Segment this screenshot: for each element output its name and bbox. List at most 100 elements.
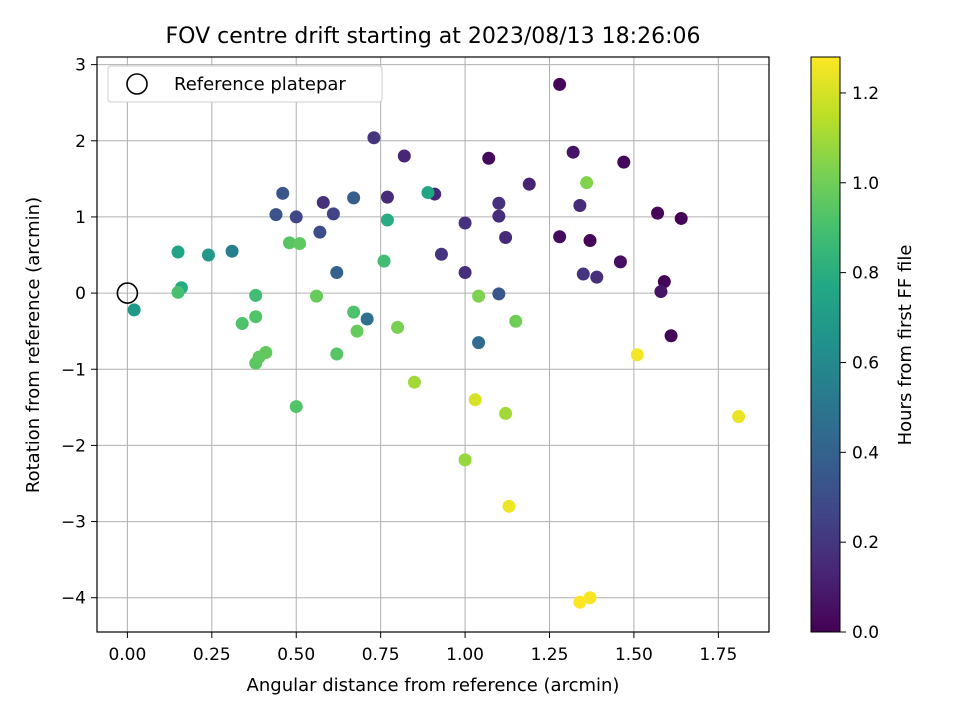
x-tick-label: 1.50	[615, 645, 653, 665]
x-tick-label: 1.00	[446, 645, 484, 665]
data-point	[509, 314, 523, 328]
data-point	[732, 409, 746, 423]
data-point	[347, 191, 361, 205]
data-point	[472, 289, 486, 303]
colorbar-tick-label: 0.2	[852, 533, 879, 553]
data-point	[269, 208, 283, 222]
data-point	[458, 266, 472, 280]
colorbar-tick-label: 0.6	[852, 353, 879, 373]
legend-label: Reference platepar	[174, 74, 346, 95]
y-axis-label: Rotation from reference (arcmin)	[23, 197, 44, 493]
data-point	[377, 254, 391, 268]
y-tick-label: 3	[75, 56, 86, 76]
legend: Reference platepar	[107, 65, 383, 103]
data-point	[249, 310, 263, 324]
colorbar-tick-label: 1.2	[852, 84, 879, 104]
data-point	[553, 77, 567, 91]
data-point	[313, 225, 327, 239]
colorbar-tick-label: 0.8	[852, 264, 879, 284]
x-tick-label: 0.00	[108, 645, 146, 665]
data-point	[502, 499, 516, 513]
scatter-points	[127, 77, 746, 609]
data-point	[201, 248, 215, 262]
data-point	[674, 211, 688, 225]
x-tick-label: 0.25	[193, 645, 231, 665]
colorbar-label: Hours from first FF file	[895, 245, 916, 446]
x-axis-ticks: 0.00 0.25 0.50 0.75 1.00 1.25 1.50 1.75	[108, 632, 737, 665]
data-point	[171, 245, 185, 259]
colorbar-ticks: 0.0 0.2 0.4 0.6 0.8 1.0 1.2	[840, 84, 879, 643]
data-point	[235, 317, 249, 331]
data-point	[472, 336, 486, 350]
data-point	[583, 234, 597, 248]
data-point	[316, 195, 330, 209]
data-point	[326, 207, 340, 221]
y-tick-label: −1	[61, 360, 86, 380]
x-axis-label: Angular distance from reference (arcmin)	[247, 675, 620, 696]
data-point	[630, 348, 644, 362]
data-point	[330, 347, 344, 361]
y-tick-label: 2	[75, 132, 86, 152]
data-point	[330, 266, 344, 280]
x-tick-label: 1.25	[531, 645, 569, 665]
data-point	[580, 176, 594, 190]
data-point	[576, 267, 590, 281]
data-point	[566, 145, 580, 159]
data-point	[225, 244, 239, 258]
data-point	[171, 285, 185, 299]
data-point	[421, 186, 435, 200]
data-point	[492, 209, 506, 223]
x-tick-label: 1.75	[699, 645, 737, 665]
data-point	[127, 303, 141, 317]
plot-area-frame	[96, 56, 770, 633]
chart-title: FOV centre drift starting at 2023/08/13 …	[166, 24, 701, 49]
data-point	[391, 320, 405, 334]
data-point	[282, 236, 296, 250]
colorbar-tick-label: 0.4	[852, 443, 879, 463]
legend-box	[107, 65, 383, 103]
data-point	[553, 230, 567, 244]
data-point	[482, 151, 496, 165]
data-point	[573, 199, 587, 213]
data-point	[617, 155, 631, 169]
data-point	[309, 289, 323, 303]
data-point	[276, 186, 290, 200]
data-point	[289, 400, 303, 414]
data-point	[522, 177, 536, 191]
y-tick-label: 0	[75, 284, 86, 304]
y-axis-ticks: −4 −3 −2 −1 0 1 2 3	[61, 56, 97, 609]
reference-platepar-marker	[116, 282, 139, 304]
data-point	[289, 210, 303, 224]
data-point	[367, 131, 381, 145]
data-point	[492, 196, 506, 210]
data-point	[434, 247, 448, 261]
data-point	[654, 285, 668, 299]
x-tick-label: 0.75	[362, 645, 400, 665]
data-point	[651, 206, 665, 220]
data-point	[583, 591, 597, 605]
data-point	[407, 375, 421, 389]
data-point	[468, 393, 482, 407]
data-point	[249, 288, 263, 302]
data-point	[499, 230, 513, 244]
data-point	[397, 149, 411, 163]
y-tick-label: −2	[61, 436, 86, 456]
data-point	[259, 345, 273, 359]
colorbar: 0.0 0.2 0.4 0.6 0.8 1.0 1.2 Hours from first F…	[810, 56, 916, 643]
data-point	[458, 453, 472, 467]
colorbar-tick-label: 0.0	[852, 623, 879, 643]
grid-lines	[97, 57, 769, 632]
data-point	[360, 312, 374, 326]
data-point	[347, 305, 361, 319]
y-tick-label: 1	[75, 208, 86, 228]
data-point	[492, 287, 506, 301]
data-point	[657, 275, 671, 289]
data-point	[458, 216, 472, 230]
data-point	[293, 237, 307, 251]
data-point	[499, 406, 513, 420]
data-point	[664, 329, 678, 343]
data-point	[613, 255, 627, 269]
y-tick-label: −4	[61, 589, 86, 609]
data-point	[590, 270, 604, 284]
